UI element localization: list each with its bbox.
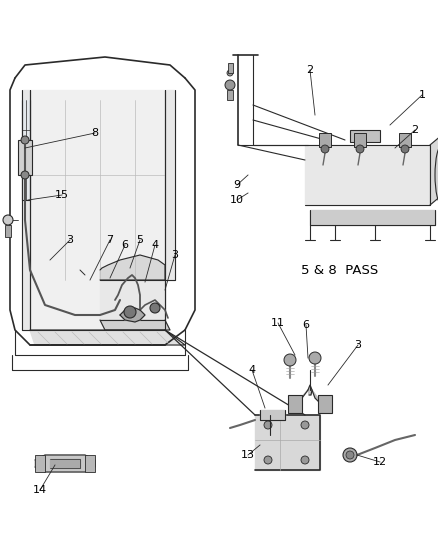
Polygon shape [165, 90, 175, 280]
Text: 3: 3 [354, 340, 360, 350]
Text: 12: 12 [372, 457, 386, 467]
Bar [353, 133, 365, 147]
Polygon shape [100, 255, 165, 280]
Polygon shape [254, 415, 319, 470]
Text: 8: 8 [91, 128, 99, 138]
Circle shape [320, 145, 328, 153]
Circle shape [263, 421, 272, 429]
Text: 13: 13 [240, 450, 254, 460]
Text: 3: 3 [171, 250, 178, 260]
Bar [398, 133, 410, 147]
Text: 6: 6 [302, 320, 309, 330]
Circle shape [400, 145, 408, 153]
Text: 10: 10 [230, 195, 244, 205]
Circle shape [21, 136, 29, 144]
Bar [226, 90, 233, 100]
Bar [18, 140, 32, 175]
Polygon shape [290, 390, 307, 410]
Text: 9: 9 [233, 180, 240, 190]
Circle shape [300, 421, 308, 429]
Polygon shape [100, 280, 165, 320]
Polygon shape [309, 210, 434, 225]
Circle shape [300, 456, 308, 464]
Text: 5 & 8  PASS: 5 & 8 PASS [301, 263, 378, 277]
Circle shape [226, 70, 233, 76]
Polygon shape [304, 145, 429, 205]
Circle shape [342, 448, 356, 462]
Bar [349, 130, 379, 142]
Polygon shape [120, 308, 145, 322]
Circle shape [263, 456, 272, 464]
Text: 1: 1 [417, 90, 424, 100]
Text: 2: 2 [306, 65, 313, 75]
Text: 14: 14 [33, 485, 47, 495]
Text: 2: 2 [410, 125, 417, 135]
Polygon shape [100, 320, 170, 330]
Polygon shape [307, 385, 311, 395]
Circle shape [355, 145, 363, 153]
Polygon shape [22, 90, 30, 330]
Circle shape [345, 451, 353, 459]
Bar [227, 63, 233, 73]
Text: 3: 3 [66, 235, 73, 245]
Circle shape [225, 80, 234, 90]
Polygon shape [259, 410, 284, 420]
Text: 15: 15 [55, 190, 69, 200]
Polygon shape [50, 459, 80, 468]
Circle shape [308, 352, 320, 364]
Polygon shape [311, 390, 324, 408]
Circle shape [150, 303, 159, 313]
Circle shape [21, 171, 29, 179]
Text: 6: 6 [121, 240, 128, 250]
Polygon shape [35, 455, 95, 472]
Text: 4: 4 [151, 240, 158, 250]
Circle shape [3, 215, 13, 225]
Circle shape [124, 306, 136, 318]
Polygon shape [429, 135, 438, 205]
Bar [318, 133, 330, 147]
Polygon shape [30, 90, 165, 330]
Circle shape [283, 354, 295, 366]
Text: 11: 11 [270, 318, 284, 328]
Bar [35, 455, 45, 472]
Bar [85, 455, 95, 472]
Bar [5, 225, 11, 237]
Text: 7: 7 [106, 235, 113, 245]
Bar [287, 395, 301, 413]
Polygon shape [22, 100, 30, 200]
Ellipse shape [434, 145, 438, 205]
Text: 5: 5 [136, 235, 143, 245]
Polygon shape [30, 330, 184, 345]
Text: 4: 4 [248, 365, 255, 375]
Bar [317, 395, 331, 413]
